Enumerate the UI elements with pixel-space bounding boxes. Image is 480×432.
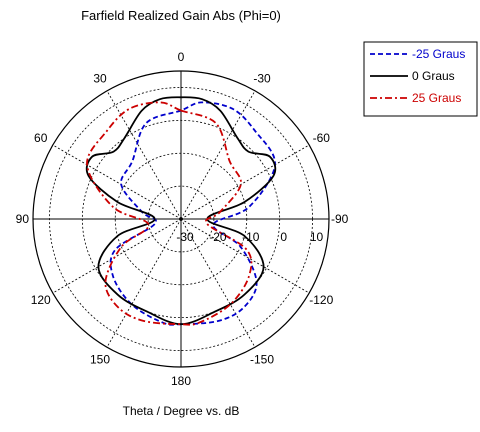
radial-tick-label: -10 — [242, 230, 260, 244]
angle-tick-label: -150 — [250, 352, 274, 366]
radial-tick-labels: -30 -20 -10 0 10 — [176, 230, 323, 244]
series-line-1 — [85, 96, 277, 326]
grid-spoke — [180, 218, 256, 348]
angle-tick-labels: 0 30 60 90 120 150 180 -150 -120 -90 -60 -30 — [16, 50, 349, 388]
x-axis-label: Theta / Degree vs. dB — [123, 404, 240, 418]
series-curves — [85, 96, 277, 326]
chart-title: Farfield Realized Gain Abs (Phi=0) — [81, 8, 281, 23]
angle-tick-label: -120 — [309, 293, 333, 307]
legend: -25 Graus 0 Graus 25 Graus — [363, 41, 478, 117]
angle-tick-label: -60 — [313, 131, 331, 145]
angle-tick-label: 180 — [171, 374, 191, 388]
angle-tick-label: 60 — [34, 131, 48, 145]
angle-tick-label: -90 — [331, 212, 349, 226]
grid-spoke — [106, 218, 182, 348]
radial-tick-label: -30 — [176, 230, 194, 244]
grid-spoke — [52, 144, 182, 220]
series-line-0 — [109, 101, 276, 326]
grid-spoke — [106, 90, 182, 220]
series-line-2 — [86, 101, 253, 326]
angle-tick-label: 30 — [93, 72, 107, 86]
radial-tick-label: -20 — [209, 230, 227, 244]
angle-tick-label: 90 — [16, 212, 30, 226]
angle-tick-label: 120 — [31, 293, 51, 307]
grid-spoke — [180, 144, 310, 220]
angle-tick-label: -30 — [253, 72, 271, 86]
radial-tick-label: 0 — [280, 230, 287, 244]
grid-spoke — [52, 218, 182, 294]
grid-spoke — [180, 218, 310, 294]
angle-tick-label: 150 — [90, 352, 110, 366]
grid-spoke — [180, 90, 256, 220]
angle-tick-label: 0 — [178, 50, 185, 64]
legend-label: 0 Graus — [412, 69, 455, 83]
legend-label: -25 Graus — [412, 47, 465, 61]
radial-tick-label: 10 — [310, 230, 324, 244]
polar-grid — [32, 70, 330, 368]
legend-label: 25 Graus — [412, 91, 461, 105]
